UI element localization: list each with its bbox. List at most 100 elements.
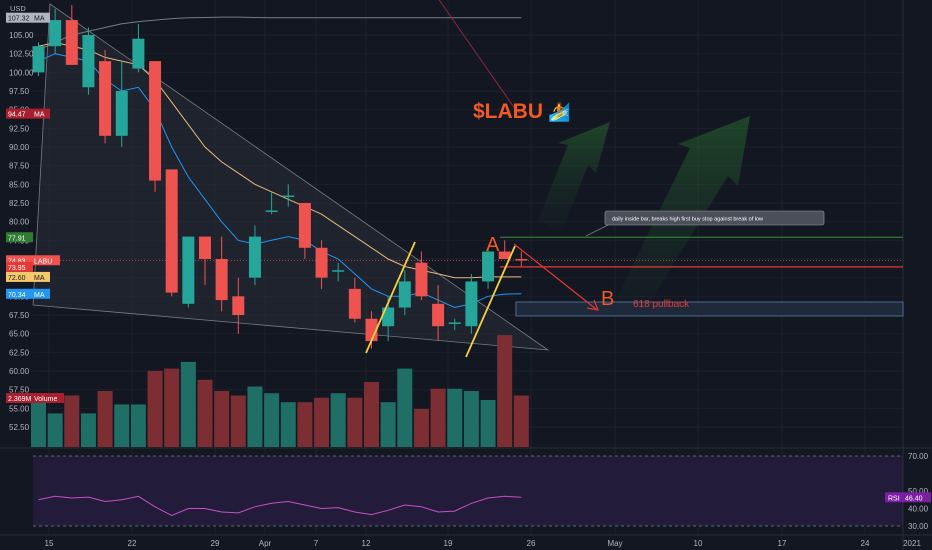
price-tick-label: 105.00 <box>9 31 34 40</box>
time-tick-label: May <box>607 539 622 548</box>
time-tick-label: 24 <box>861 539 870 548</box>
candle-body <box>132 38 145 69</box>
time-tick-label: 22 <box>128 539 137 548</box>
price-tick-label: 90.00 <box>9 143 30 152</box>
price-tick-label: 52.50 <box>9 423 30 432</box>
price-badge-label: MA <box>34 292 45 299</box>
volume-badge-value: 2.369M <box>8 396 32 403</box>
pullback-zone <box>515 301 904 317</box>
candles <box>32 5 528 349</box>
volume-bar <box>264 393 280 447</box>
trendline-yellow-2 <box>465 245 516 358</box>
volume-badge-label: Volume <box>34 396 57 403</box>
volume-bar <box>513 395 529 447</box>
rsi-axis[interactable]: 70.00 50.00 40.00 30.00 RSI 46.40 <box>885 452 931 531</box>
rsi-tick-label: 40.00 <box>908 505 929 514</box>
price-badge <box>6 108 50 119</box>
time-tick-label: 2021 <box>903 539 921 548</box>
time-axis[interactable]: 15 22 29 Apr 7 12 19 26 May 10 17 24 2021 <box>45 539 922 548</box>
price-tick-label: 67.50 <box>9 311 30 320</box>
price-tick-label: 97.50 <box>9 87 30 96</box>
candle-body <box>298 203 311 248</box>
surfer-emoji: 🏄 <box>548 101 570 122</box>
candle-body <box>432 303 445 327</box>
candle-body <box>332 270 345 272</box>
projection-arrow-1 <box>538 122 610 232</box>
time-tick-label: 19 <box>444 539 453 548</box>
volume-bar <box>447 388 463 447</box>
volume-badge <box>6 393 64 403</box>
move-arrow-head <box>586 299 599 311</box>
ma-line-1 <box>438 0 522 114</box>
price-tick-label: 87.50 <box>9 162 30 171</box>
volume-bar <box>397 368 413 447</box>
candle-body <box>99 61 112 136</box>
note-text: daily inside bar, breaks high first buy … <box>612 217 763 223</box>
candle-body <box>199 236 211 259</box>
rsi-tick-label: 30.00 <box>908 522 929 531</box>
candle-body <box>248 236 261 278</box>
trendline-yellow-1 <box>365 241 416 354</box>
label-a: A <box>486 234 500 256</box>
volume-bar <box>297 402 313 447</box>
volume-bar <box>430 388 446 447</box>
price-badge <box>6 261 33 272</box>
price-badge-label: MA <box>34 112 45 119</box>
price-badge <box>6 271 50 282</box>
volume-bars <box>31 335 529 447</box>
candle-body <box>32 46 45 73</box>
price-badge-value: 72.60 <box>8 275 26 282</box>
volume-bar <box>214 391 230 447</box>
volume-bar <box>347 397 363 447</box>
volume-bar <box>247 386 263 447</box>
candle-body <box>182 236 195 304</box>
time-tick-label: 26 <box>527 539 536 548</box>
rsi-tick-label: 70.00 <box>908 452 929 461</box>
volume-bar <box>97 391 113 447</box>
price-tick-label: 102.50 <box>9 50 34 59</box>
volume-bar <box>114 404 130 447</box>
note-box <box>604 210 825 226</box>
volume-bar <box>31 402 46 447</box>
time-tick-label: 10 <box>694 539 703 548</box>
volume-bar <box>64 395 80 447</box>
candle-body <box>282 195 295 198</box>
volume-bar <box>413 408 429 447</box>
candle-body <box>465 281 478 327</box>
price-badge-value: 73.95 <box>8 265 26 272</box>
chart-title: $LABU <box>473 100 543 123</box>
rsi-badge-label: RSI <box>888 495 900 502</box>
candle-body <box>215 259 228 301</box>
candle-body <box>115 91 128 136</box>
candle-body <box>448 322 461 324</box>
price-badge <box>6 12 50 23</box>
price-tick-label: 100.00 <box>9 68 34 77</box>
price-badge-value: 107.32 <box>8 16 30 23</box>
ma-line-2 <box>38 41 522 279</box>
pullback-label: 618 pullback <box>633 299 690 310</box>
time-tick-label: Apr <box>259 539 272 548</box>
candle-body <box>149 61 162 181</box>
price-tick-label: 80.00 <box>9 218 30 227</box>
volume-bar <box>80 413 96 447</box>
volume-bar <box>164 368 180 447</box>
candle-body <box>415 262 428 297</box>
time-tick-label: 29 <box>211 539 220 548</box>
price-badge-value: 74.83 <box>8 258 26 265</box>
price-tick-label: 65.00 <box>9 330 30 339</box>
volume-bar <box>314 397 330 447</box>
price-tick-label: 55.00 <box>9 404 30 413</box>
price-badge-label: LABU <box>34 258 52 265</box>
candle-body <box>265 210 278 212</box>
volume-bar <box>130 404 146 447</box>
label-b: B <box>601 288 614 310</box>
ma-line-0 <box>38 16 522 51</box>
price-tick-label: 60.00 <box>9 367 30 376</box>
moving-averages <box>38 0 522 309</box>
candle-body <box>165 169 178 293</box>
move-arrow <box>513 243 597 310</box>
price-badge-value: 70.34 <box>8 292 26 299</box>
volume-bar <box>147 370 163 447</box>
time-tick-label: 15 <box>45 539 54 548</box>
